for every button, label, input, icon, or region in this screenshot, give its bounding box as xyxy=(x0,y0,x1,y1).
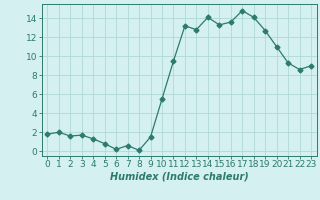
X-axis label: Humidex (Indice chaleur): Humidex (Indice chaleur) xyxy=(110,172,249,182)
